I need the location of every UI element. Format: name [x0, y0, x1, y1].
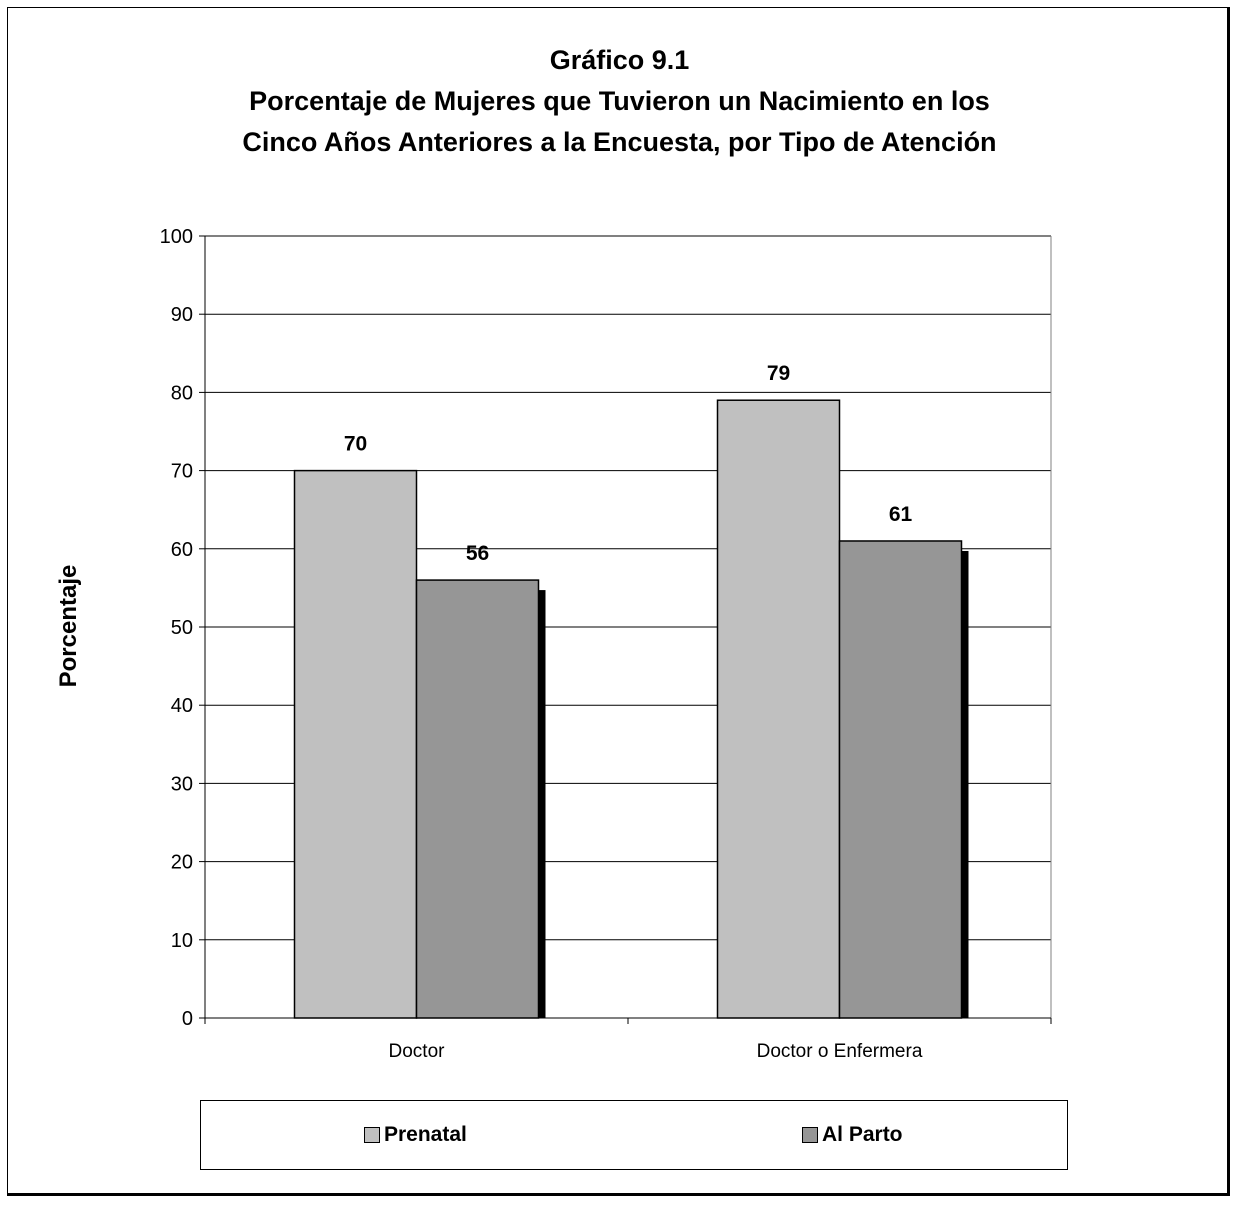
chart-title-block: Gráfico 9.1 Porcentaje de Mujeres que Tu… — [0, 40, 1239, 163]
labels: 0 10 20 30 40 50 60 70 80 90 100 70 56 Doctor 79 61 Doct… — [160, 226, 923, 1062]
y-tick-label-50: 50 — [171, 617, 193, 639]
data-label-al-parto-0: 56 — [466, 542, 489, 565]
legend-swatch-prenatal — [364, 1127, 380, 1143]
bar-prenatal-1 — [716, 399, 841, 1019]
y-tick-label-30: 30 — [171, 773, 193, 795]
x-tick-label-0: Doctor — [389, 1041, 446, 1062]
y-tick-label-0: 0 — [182, 1008, 193, 1030]
data-label-prenatal-0: 70 — [344, 433, 367, 456]
chart-subtitle-line-2: Cinco Años Anteriores a la Encuesta, por… — [242, 127, 997, 157]
legend-item-al-parto: Al Parto — [802, 1123, 903, 1147]
y-tick-label-100: 100 — [160, 226, 193, 248]
data-label-prenatal-1: 79 — [767, 362, 790, 385]
x-tick-label-1: Doctor o Enfermera — [757, 1041, 923, 1062]
chart-title: Gráfico 9.1 — [549, 45, 690, 75]
bars — [293, 399, 969, 1019]
y-tick-label-90: 90 — [171, 304, 193, 326]
y-tick-label-40: 40 — [171, 695, 193, 717]
chart-frame — [7, 7, 1230, 1196]
y-tick-label-70: 70 — [171, 461, 193, 483]
data-label-al-parto-1: 61 — [889, 503, 913, 526]
y-axis-label: Porcentaje — [55, 565, 82, 688]
bar-al-parto-0 — [415, 579, 540, 1019]
legend-label-al-parto: Al Parto — [822, 1123, 903, 1146]
legend-label-prenatal: Prenatal — [384, 1123, 467, 1146]
bar-al-parto-1 — [838, 540, 963, 1019]
bar-shadow-1-1 — [961, 550, 969, 1018]
y-tick-label-80: 80 — [171, 382, 193, 404]
legend-item-prenatal: Prenatal — [364, 1123, 467, 1147]
legend-swatch-al-parto — [802, 1127, 818, 1143]
y-tick-label-20: 20 — [171, 852, 193, 874]
y-tick-label-60: 60 — [171, 539, 193, 561]
bar-shadow-0-1 — [538, 590, 546, 1018]
chart-subtitle-line-1: Porcentaje de Mujeres que Tuvieron un Na… — [249, 86, 990, 116]
bar-prenatal-0 — [293, 469, 418, 1019]
y-tick-label-10: 10 — [171, 930, 193, 952]
legend: Prenatal Al Parto — [200, 1100, 1068, 1170]
